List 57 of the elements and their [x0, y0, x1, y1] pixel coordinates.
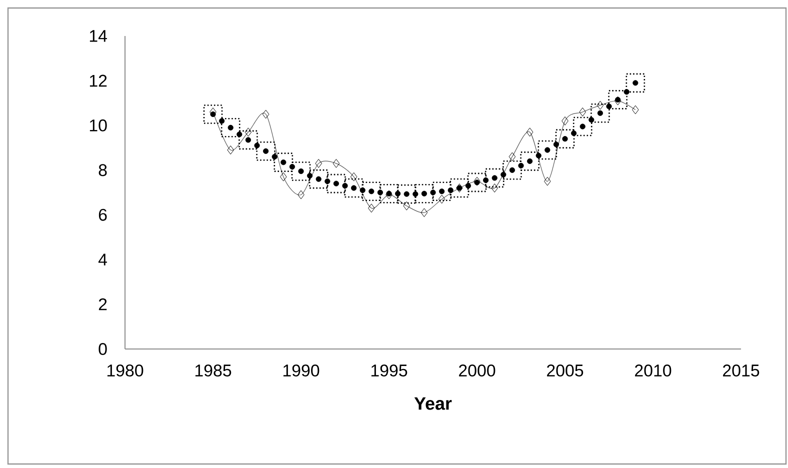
- y-tick-label: 6: [98, 208, 107, 221]
- y-tick-label: 10: [90, 119, 107, 132]
- point: [386, 190, 392, 196]
- y-tick-label: 8: [98, 164, 107, 176]
- y-tick-label: 4: [98, 254, 107, 266]
- y-tick-label: 12: [90, 74, 107, 87]
- point: [520, 152, 540, 171]
- x-tick-label: 2010: [635, 364, 672, 376]
- x-tick-label: 2015: [723, 364, 760, 376]
- point: [326, 174, 346, 194]
- point: [538, 140, 558, 160]
- x-tick-label: 1995: [371, 364, 408, 376]
- point: [492, 175, 498, 181]
- point: [396, 184, 416, 204]
- point: [527, 158, 533, 164]
- point: [432, 182, 452, 202]
- point: [291, 162, 311, 181]
- y-tick-label: 0: [98, 342, 107, 355]
- point: [351, 185, 357, 191]
- point: [280, 160, 286, 166]
- x-tick-label: 1990: [283, 364, 320, 376]
- point: [298, 168, 304, 174]
- point: [580, 124, 586, 130]
- point: [467, 172, 487, 192]
- point: [210, 111, 216, 118]
- y-tick-label: 14: [90, 30, 107, 42]
- point: [256, 141, 276, 161]
- point: [626, 73, 646, 93]
- point: [484, 168, 504, 188]
- x-axis-title: Year: [414, 397, 452, 410]
- point: [562, 136, 568, 142]
- point: [333, 180, 340, 186]
- point: [555, 129, 575, 148]
- x-tick-label: 2005: [547, 364, 584, 376]
- point: [597, 110, 604, 116]
- y-tick-label: 2: [98, 298, 107, 310]
- point: [362, 182, 382, 202]
- x-tick-label: 2000: [459, 364, 496, 376]
- point: [421, 190, 428, 196]
- point: [414, 184, 434, 204]
- point: [608, 90, 628, 110]
- point: [368, 188, 374, 194]
- point: [274, 152, 294, 172]
- x-tick-label: 1980: [107, 364, 144, 376]
- point: [544, 147, 550, 153]
- point: [439, 188, 445, 194]
- point: [572, 116, 592, 136]
- x-tick-label: 1985: [195, 364, 232, 376]
- point: [590, 103, 610, 123]
- point: [474, 180, 480, 186]
- point: [203, 104, 223, 124]
- point: [632, 80, 638, 86]
- point: [379, 184, 399, 204]
- point: [344, 178, 364, 198]
- point: [404, 191, 410, 197]
- point: [615, 96, 621, 103]
- point: [263, 148, 269, 154]
